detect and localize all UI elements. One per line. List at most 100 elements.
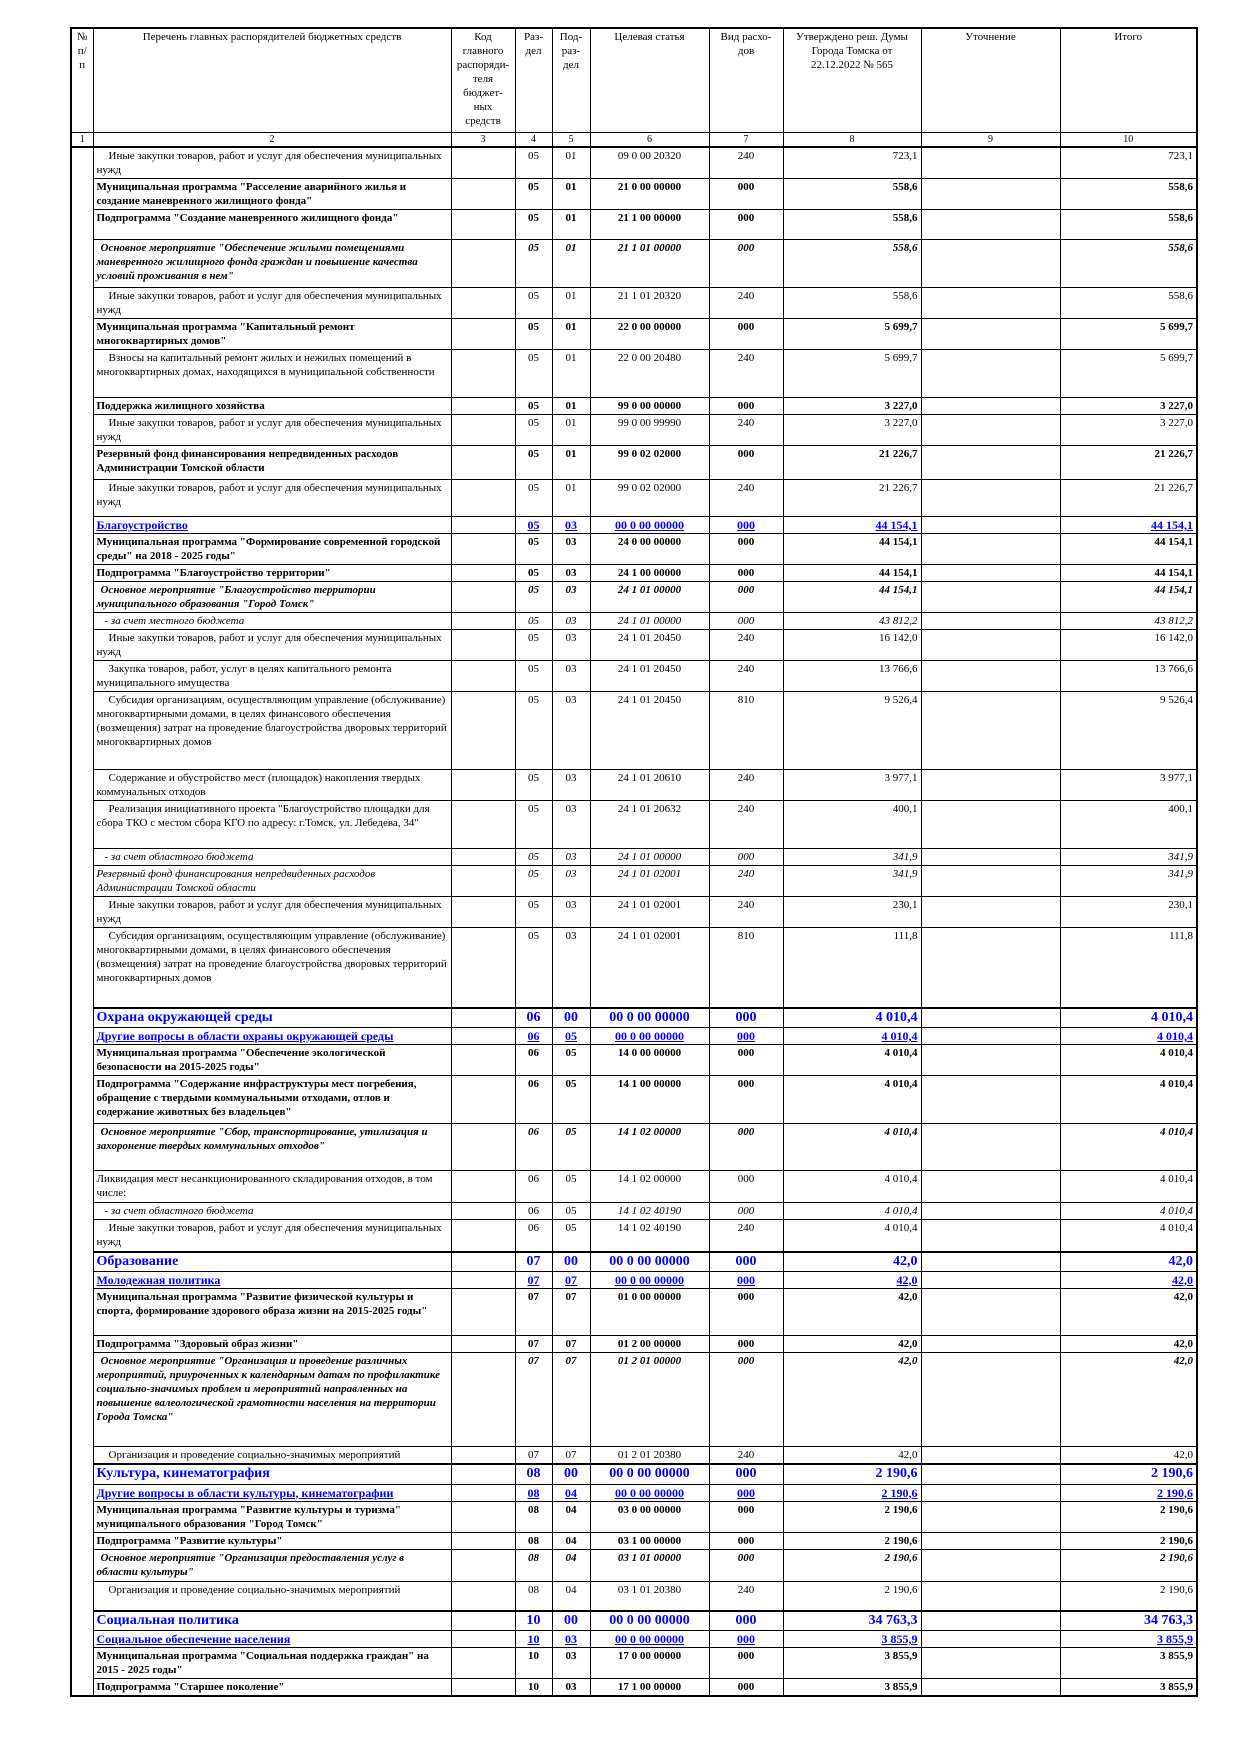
- table-row: Иные закупки товаров, работ и услуг для …: [71, 287, 1198, 319]
- cell-approved: 13 766,6: [782, 660, 922, 692]
- cell-admin-code: [450, 564, 516, 582]
- cell-section: 08: [514, 1580, 553, 1612]
- cell-subsection: 05: [551, 1075, 591, 1124]
- cell-expense-type: 000: [708, 1075, 784, 1124]
- cell-name: - за счет областного бюджета: [92, 1202, 452, 1220]
- cell-subsection: 07: [551, 1334, 591, 1353]
- cell-target-article: 01 2 00 00000: [589, 1334, 710, 1353]
- cell-adjustment: [920, 1647, 1061, 1679]
- table-row: Основное мероприятие "Благоустройство те…: [71, 581, 1198, 613]
- cell-subsection: 03: [551, 629, 591, 661]
- cell-name: Организация и проведение социально-значи…: [92, 1580, 452, 1612]
- cell-adjustment: [920, 1580, 1061, 1612]
- cell-admin-code: [450, 1463, 516, 1485]
- table-row: Подпрограмма "Здоровый образ жизни" 07 07 0…: [71, 1334, 1198, 1353]
- cell-adjustment: [920, 865, 1061, 897]
- cell-total: 2 190,6: [1059, 1531, 1198, 1550]
- cell-name: Взносы на капитальный ремонт жилых и неж…: [92, 349, 452, 398]
- cell-expense-type: 000: [708, 445, 784, 480]
- cell-adjustment: [920, 1678, 1061, 1697]
- cell-section: 05: [514, 209, 553, 240]
- cell-approved: 16 142,0: [782, 629, 922, 661]
- cell-target-article: 24 1 01 20632: [589, 800, 710, 849]
- cell-total: 42,0: [1059, 1445, 1198, 1465]
- cell-adjustment: [920, 516, 1061, 534]
- cell-expense-type: 240: [708, 146, 784, 179]
- cell-adjustment: [920, 209, 1061, 240]
- cell-total: 3 855,9: [1059, 1678, 1198, 1697]
- cell-name: Образование: [92, 1250, 452, 1272]
- cell-total: 2 190,6: [1059, 1500, 1198, 1533]
- column-numbers-row: 1 2 3 4 5 6 7 8 9 10: [70, 132, 1198, 148]
- cell-subsection: 04: [551, 1531, 591, 1550]
- cell-adjustment: [920, 1287, 1061, 1336]
- cell-subsection: 00: [551, 1250, 591, 1272]
- cell-subsection: 04: [551, 1548, 591, 1582]
- cell-admin-code: [450, 769, 516, 801]
- cell-subsection: 05: [551, 1202, 591, 1220]
- cell-total: 400,1: [1059, 800, 1198, 849]
- table-row: Иные закупки товаров, работ и услуг для …: [70, 146, 1198, 1697]
- cell-subsection: 03: [551, 800, 591, 849]
- cell-expense-type: 000: [708, 1044, 784, 1076]
- cell-subsection: 01: [551, 318, 591, 350]
- cell-total: 42,0: [1059, 1270, 1198, 1289]
- cell-section: 05: [514, 848, 553, 866]
- cell-name: Муниципальная программа "Расселение авар…: [92, 178, 452, 210]
- cell-expense-type: 000: [708, 209, 784, 240]
- cell-approved: 3 855,9: [782, 1630, 922, 1648]
- cell-admin-code: [450, 1202, 516, 1220]
- cell-total: 34 763,3: [1059, 1610, 1198, 1631]
- cell-name: Культура, кинематография: [92, 1463, 452, 1485]
- cell-target-article: 00 0 00 00000: [589, 1610, 710, 1631]
- cell-admin-code: [450, 629, 516, 661]
- header-admin-code: Код главного распоряди-теля бюджет-ных с…: [450, 27, 516, 133]
- cell-admin-code: [450, 1500, 516, 1533]
- cell-subsection: 03: [551, 691, 591, 770]
- cell-approved: 4 010,4: [782, 1075, 922, 1124]
- cell-section: 05: [514, 287, 553, 319]
- cell-adjustment: [920, 1027, 1061, 1045]
- cell-target-article: 17 1 00 00000: [589, 1678, 710, 1697]
- cell-section: 05: [514, 239, 553, 288]
- cell-target-article: 03 1 00 00000: [589, 1531, 710, 1550]
- cell-admin-code: [450, 516, 516, 534]
- cell-total: 2 190,6: [1059, 1580, 1198, 1612]
- cell-section: 07: [514, 1270, 553, 1289]
- cell-adjustment: [920, 1250, 1061, 1272]
- cell-section: 05: [514, 178, 553, 210]
- cell-target-article: 00 0 00 00000: [589, 1027, 710, 1045]
- cell-target-article: 14 1 02 40190: [589, 1219, 710, 1252]
- cell-admin-code: [450, 239, 516, 288]
- table-row: Иные закупки товаров, работ и услуг для …: [71, 414, 1198, 446]
- cell-subsection: 03: [551, 848, 591, 866]
- cell-name: Подпрограмма "Старшее поколение": [92, 1678, 452, 1697]
- cell-target-article: 00 0 00 00000: [589, 1630, 710, 1648]
- cell-adjustment: [920, 769, 1061, 801]
- cell-admin-code: [450, 1075, 516, 1124]
- cell-admin-code: [450, 848, 516, 866]
- cell-target-article: 99 0 00 00000: [589, 397, 710, 415]
- cell-subsection: 01: [551, 349, 591, 398]
- cell-name: Иные закупки товаров, работ и услуг для …: [92, 287, 452, 319]
- cell-expense-type: 240: [708, 769, 784, 801]
- cell-total: 341,9: [1059, 865, 1198, 897]
- cell-adjustment: [920, 1351, 1061, 1447]
- cell-approved: 4 010,4: [782, 1123, 922, 1171]
- cell-name: Муниципальная программа "Обеспечение эко…: [92, 1044, 452, 1076]
- cell-expense-type: 240: [708, 1219, 784, 1252]
- cell-expense-type: 000: [708, 1334, 784, 1353]
- cell-target-article: 24 1 01 00000: [589, 581, 710, 613]
- cell-expense-type: 000: [708, 581, 784, 613]
- cell-target-article: 24 1 01 20450: [589, 629, 710, 661]
- cell-name: Резервный фонд финансирования непредвиде…: [92, 445, 452, 480]
- cell-total: 44 154,1: [1059, 516, 1198, 534]
- cell-target-article: 24 1 01 20450: [589, 691, 710, 770]
- row-number-cell: [70, 146, 94, 1697]
- cell-adjustment: [920, 691, 1061, 770]
- cell-target-article: 24 1 01 02001: [589, 896, 710, 928]
- table-row: Реализация инициативного проекта "Благоу…: [71, 800, 1198, 849]
- cell-section: 05: [514, 800, 553, 849]
- cell-subsection: 03: [551, 660, 591, 692]
- cell-target-article: 17 0 00 00000: [589, 1647, 710, 1679]
